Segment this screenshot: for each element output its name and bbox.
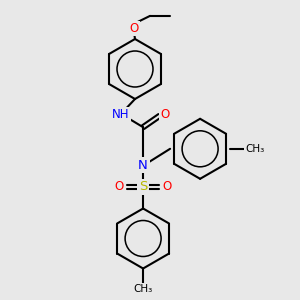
- Text: O: O: [163, 180, 172, 194]
- Text: O: O: [115, 180, 124, 194]
- Text: S: S: [139, 180, 147, 194]
- Text: O: O: [160, 108, 169, 121]
- Text: O: O: [129, 22, 138, 35]
- Text: CH₃: CH₃: [245, 144, 265, 154]
- Text: N: N: [138, 159, 148, 172]
- Text: CH₃: CH₃: [134, 284, 153, 295]
- Text: NH: NH: [112, 108, 129, 121]
